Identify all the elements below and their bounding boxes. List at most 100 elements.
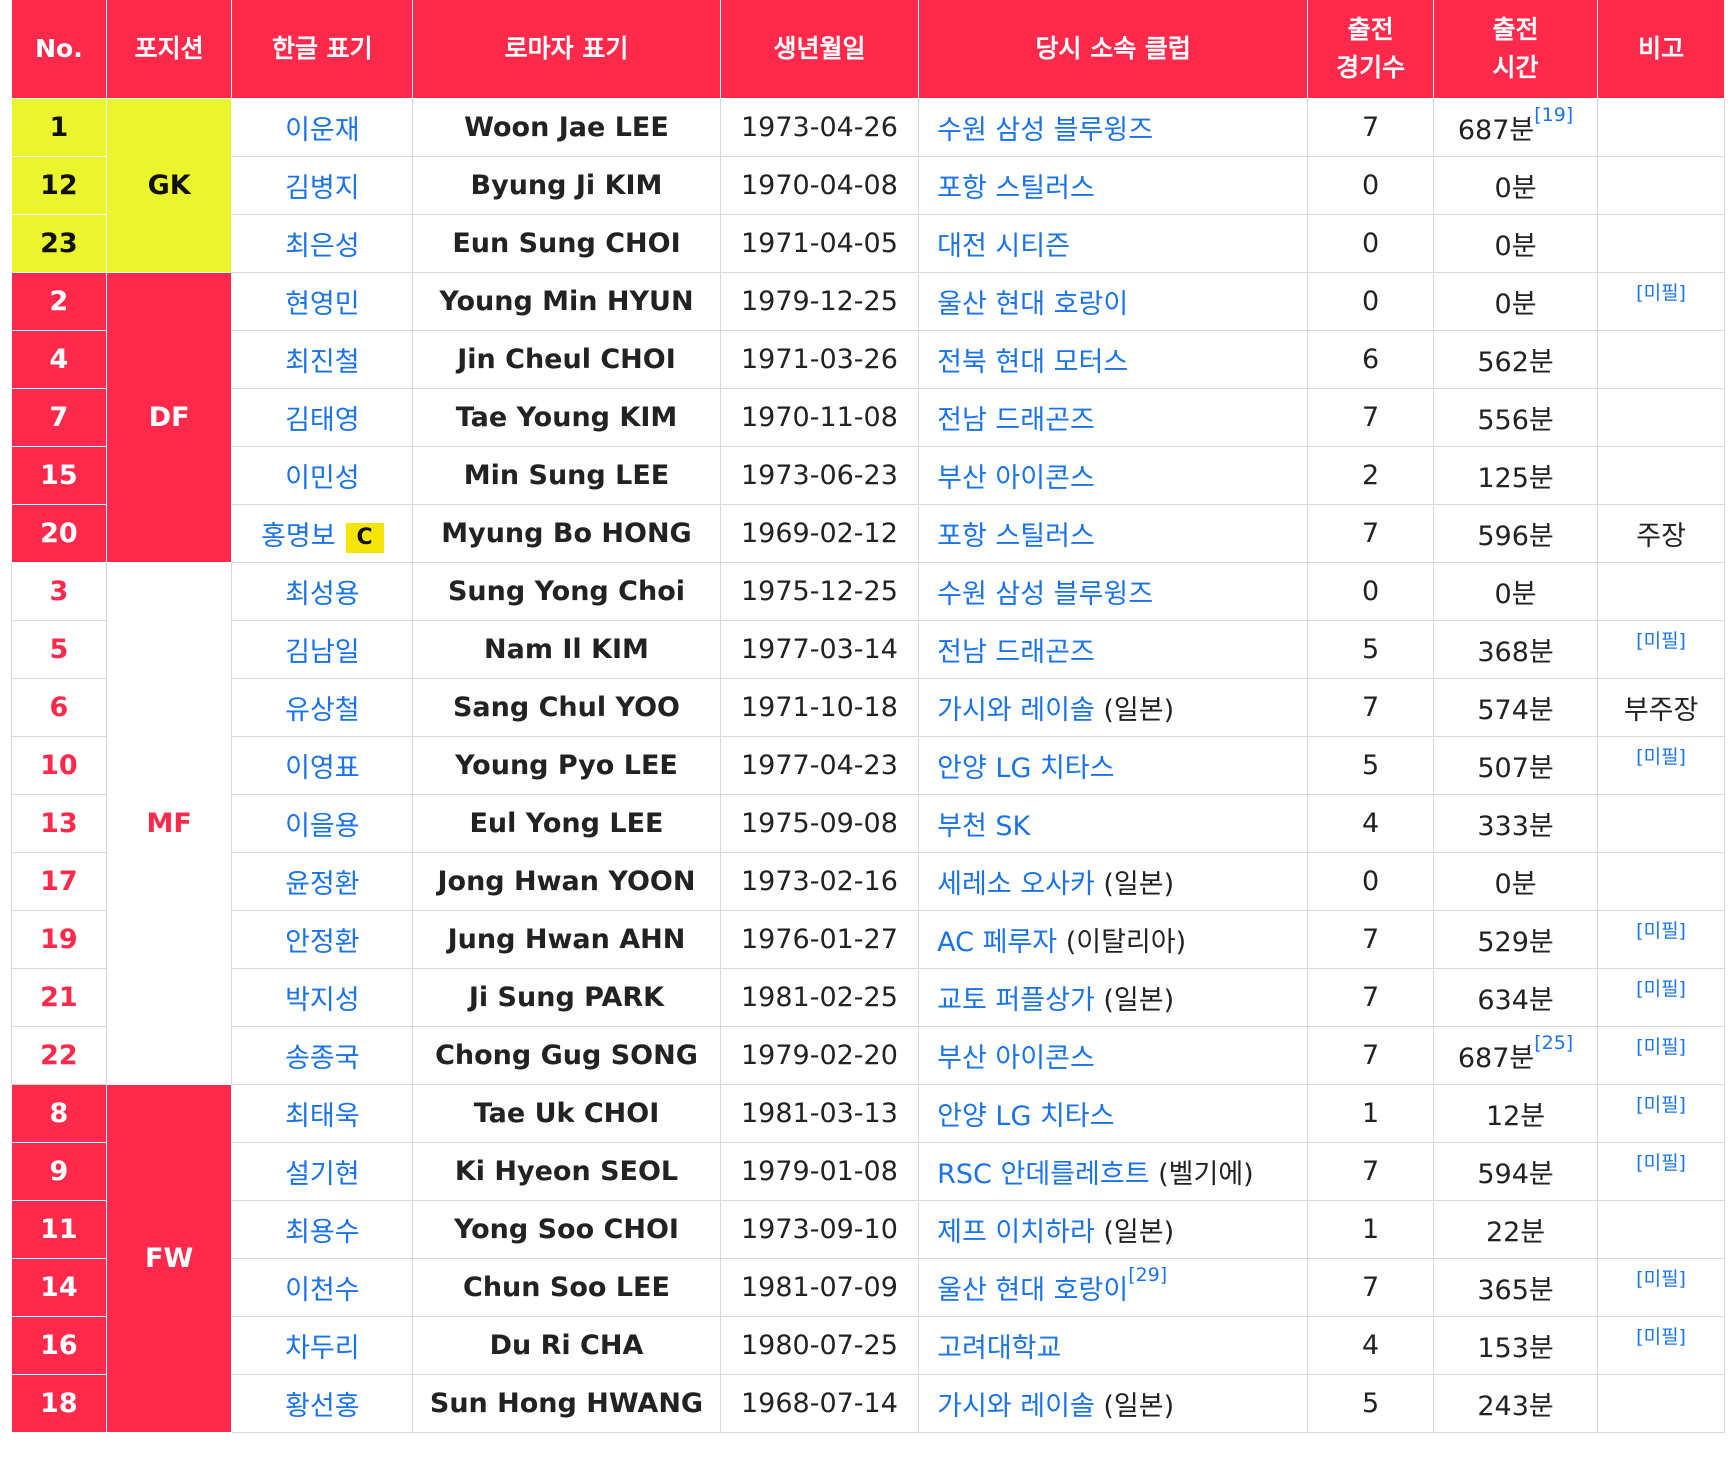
club-link[interactable]: 가시와 레이솔 <box>937 1391 1095 1422</box>
table-row: 20 홍명보 C Myung Bo HONG 1969-02-12 포항 스틸러스 7 596… <box>11 504 1725 563</box>
club-link[interactable]: 전남 드래곤즈 <box>937 637 1095 668</box>
player-name-link[interactable]: 송종국 <box>285 1043 360 1074</box>
club-link[interactable]: RSC 안데를레흐트 <box>937 1159 1150 1190</box>
club-link[interactable]: 교토 퍼플상가 <box>937 985 1095 1016</box>
player-name-link[interactable]: 김병지 <box>285 173 360 204</box>
korean-name: 최은성 <box>231 214 414 273</box>
club-link[interactable]: 부산 아이콘스 <box>937 463 1095 494</box>
military-note-link[interactable]: [미필] <box>1636 1094 1686 1116</box>
table-row: 1 GK 이운재 Woon Jae LEE 1973-04-26 수원 삼성 블루윙즈 7 6… <box>11 98 1725 273</box>
military-note-link[interactable]: [미필] <box>1636 920 1686 942</box>
table-row: 8 FW 최태욱 Tae Uk CHOI 1981-03-13 안양 LG 치타스 1 12분… <box>11 1084 1725 1433</box>
club-link[interactable]: 전남 드래곤즈 <box>937 405 1095 436</box>
minutes-value: 556분 <box>1477 405 1554 436</box>
minutes-played: 634분 <box>1432 968 1599 1027</box>
player-name-link[interactable]: 안정환 <box>285 927 360 958</box>
player-number: 8 <box>11 1084 107 1143</box>
player-name-link[interactable]: 이천수 <box>285 1275 360 1306</box>
roman-name: Young Min HYUN <box>412 272 721 331</box>
club-link[interactable]: AC 페루자 <box>937 927 1058 958</box>
club-country: (일본) <box>1103 695 1175 726</box>
player-name-link[interactable]: 이을용 <box>285 811 360 842</box>
club-link[interactable]: 대전 시티즌 <box>937 231 1070 262</box>
player-name-link[interactable]: 최성용 <box>285 579 360 610</box>
club-link[interactable]: 울산 현대 호랑이 <box>937 289 1129 320</box>
military-note-link[interactable]: [미필] <box>1636 1036 1686 1058</box>
position-cell-mf: MF <box>105 562 233 1085</box>
club-link[interactable]: 수원 삼성 블루윙즈 <box>937 115 1154 146</box>
player-name-link[interactable]: 최태욱 <box>285 1101 360 1132</box>
position-cell-df: DF <box>105 272 233 563</box>
table-row: 3 MF 최성용 Sung Yong Choi 1975-12-25 수원 삼성 블루윙즈… <box>11 562 1725 1085</box>
club-link[interactable]: 부산 아이콘스 <box>937 1043 1095 1074</box>
roman-name: Byung Ji KIM <box>412 156 721 215</box>
player-name-link[interactable]: 홍명보 <box>261 521 336 552</box>
roman-name: Jong Hwan YOON <box>412 852 721 911</box>
player-name-link[interactable]: 차두리 <box>285 1333 360 1364</box>
military-note-link[interactable]: [미필] <box>1636 630 1686 652</box>
club-link[interactable]: 제프 이치하라 <box>937 1217 1095 1248</box>
military-note-link[interactable]: [미필] <box>1636 746 1686 768</box>
club-link[interactable]: 안양 LG 치타스 <box>937 1101 1115 1132</box>
position-cell-gk: GK <box>105 98 233 273</box>
minutes-value: 333분 <box>1477 811 1554 842</box>
club-link[interactable]: 전북 현대 모터스 <box>937 347 1129 378</box>
minutes-reference[interactable]: [19] <box>1534 104 1574 126</box>
minutes-played: 125분 <box>1432 446 1599 505</box>
minutes-value: 0분 <box>1494 579 1537 610</box>
player-name-link[interactable]: 최은성 <box>285 231 360 262</box>
player-name-link[interactable]: 최진철 <box>285 347 360 378</box>
player-name-link[interactable]: 윤정환 <box>285 869 360 900</box>
roman-name: Woon Jae LEE <box>412 98 721 157</box>
player-name-link[interactable]: 이민성 <box>285 463 360 494</box>
club-cell: 전남 드래곤즈 <box>918 388 1309 447</box>
military-note-link[interactable]: [미필] <box>1636 1268 1686 1290</box>
birth-date: 1973-06-23 <box>719 446 920 505</box>
minutes-played: 687분[19] <box>1432 98 1599 157</box>
minutes-reference[interactable]: [25] <box>1534 1032 1574 1054</box>
korean-name: 이운재 <box>231 98 414 157</box>
player-name-link[interactable]: 설기현 <box>285 1159 360 1190</box>
minutes-played: 368분 <box>1432 620 1599 679</box>
table-row: 7 김태영 Tae Young KIM 1970-11-08 전남 드래곤즈 7 556분 <box>11 388 1725 447</box>
position-cell-fw: FW <box>105 1084 233 1433</box>
club-link[interactable]: 울산 현대 호랑이 <box>937 1275 1129 1306</box>
minutes-value: 0분 <box>1494 869 1537 900</box>
club-link[interactable]: 부천 SK <box>937 811 1031 842</box>
note-cell: [미필] <box>1597 1142 1725 1201</box>
club-link[interactable]: 세레소 오사카 <box>937 869 1095 900</box>
club-link[interactable]: 가시와 레이솔 <box>937 695 1095 726</box>
minutes-played: 0분 <box>1432 272 1599 331</box>
club-link[interactable]: 포항 스틸러스 <box>937 521 1095 552</box>
club-link[interactable]: 안양 LG 치타스 <box>937 753 1115 784</box>
minutes-value: 634분 <box>1477 985 1554 1016</box>
player-number: 9 <box>11 1142 107 1201</box>
military-note-link[interactable]: [미필] <box>1636 282 1686 304</box>
player-name-link[interactable]: 최용수 <box>285 1217 360 1248</box>
appearances: 0 <box>1307 852 1434 911</box>
note-text: 부주장 <box>1623 695 1699 726</box>
club-reference[interactable]: [29] <box>1128 1264 1168 1286</box>
appearances: 0 <box>1307 214 1434 273</box>
korean-name: 설기현 <box>231 1142 414 1201</box>
club-link[interactable]: 고려대학교 <box>937 1333 1062 1364</box>
table-row: 2 DF 현영민 Young Min HYUN 1979-12-25 울산 현대 호랑이 0… <box>11 272 1725 563</box>
club-country: (일본) <box>1103 869 1175 900</box>
player-name-link[interactable]: 김태영 <box>285 405 360 436</box>
club-link[interactable]: 수원 삼성 블루윙즈 <box>937 579 1154 610</box>
header-birth: 생년월일 <box>719 0 920 99</box>
military-note-link[interactable]: [미필] <box>1636 978 1686 1000</box>
player-name-link[interactable]: 김남일 <box>285 637 360 668</box>
military-note-link[interactable]: [미필] <box>1636 1152 1686 1174</box>
player-number: 16 <box>11 1316 107 1375</box>
player-name-link[interactable]: 이운재 <box>285 115 360 146</box>
player-name-link[interactable]: 황선홍 <box>285 1391 360 1422</box>
player-name-link[interactable]: 유상철 <box>285 695 360 726</box>
minutes-played: 243분 <box>1432 1374 1599 1433</box>
military-note-link[interactable]: [미필] <box>1636 1326 1686 1348</box>
club-link[interactable]: 포항 스틸러스 <box>937 173 1095 204</box>
player-name-link[interactable]: 현영민 <box>285 289 360 320</box>
player-name-link[interactable]: 박지성 <box>285 985 360 1016</box>
player-number: 2 <box>11 272 107 331</box>
player-name-link[interactable]: 이영표 <box>285 753 360 784</box>
